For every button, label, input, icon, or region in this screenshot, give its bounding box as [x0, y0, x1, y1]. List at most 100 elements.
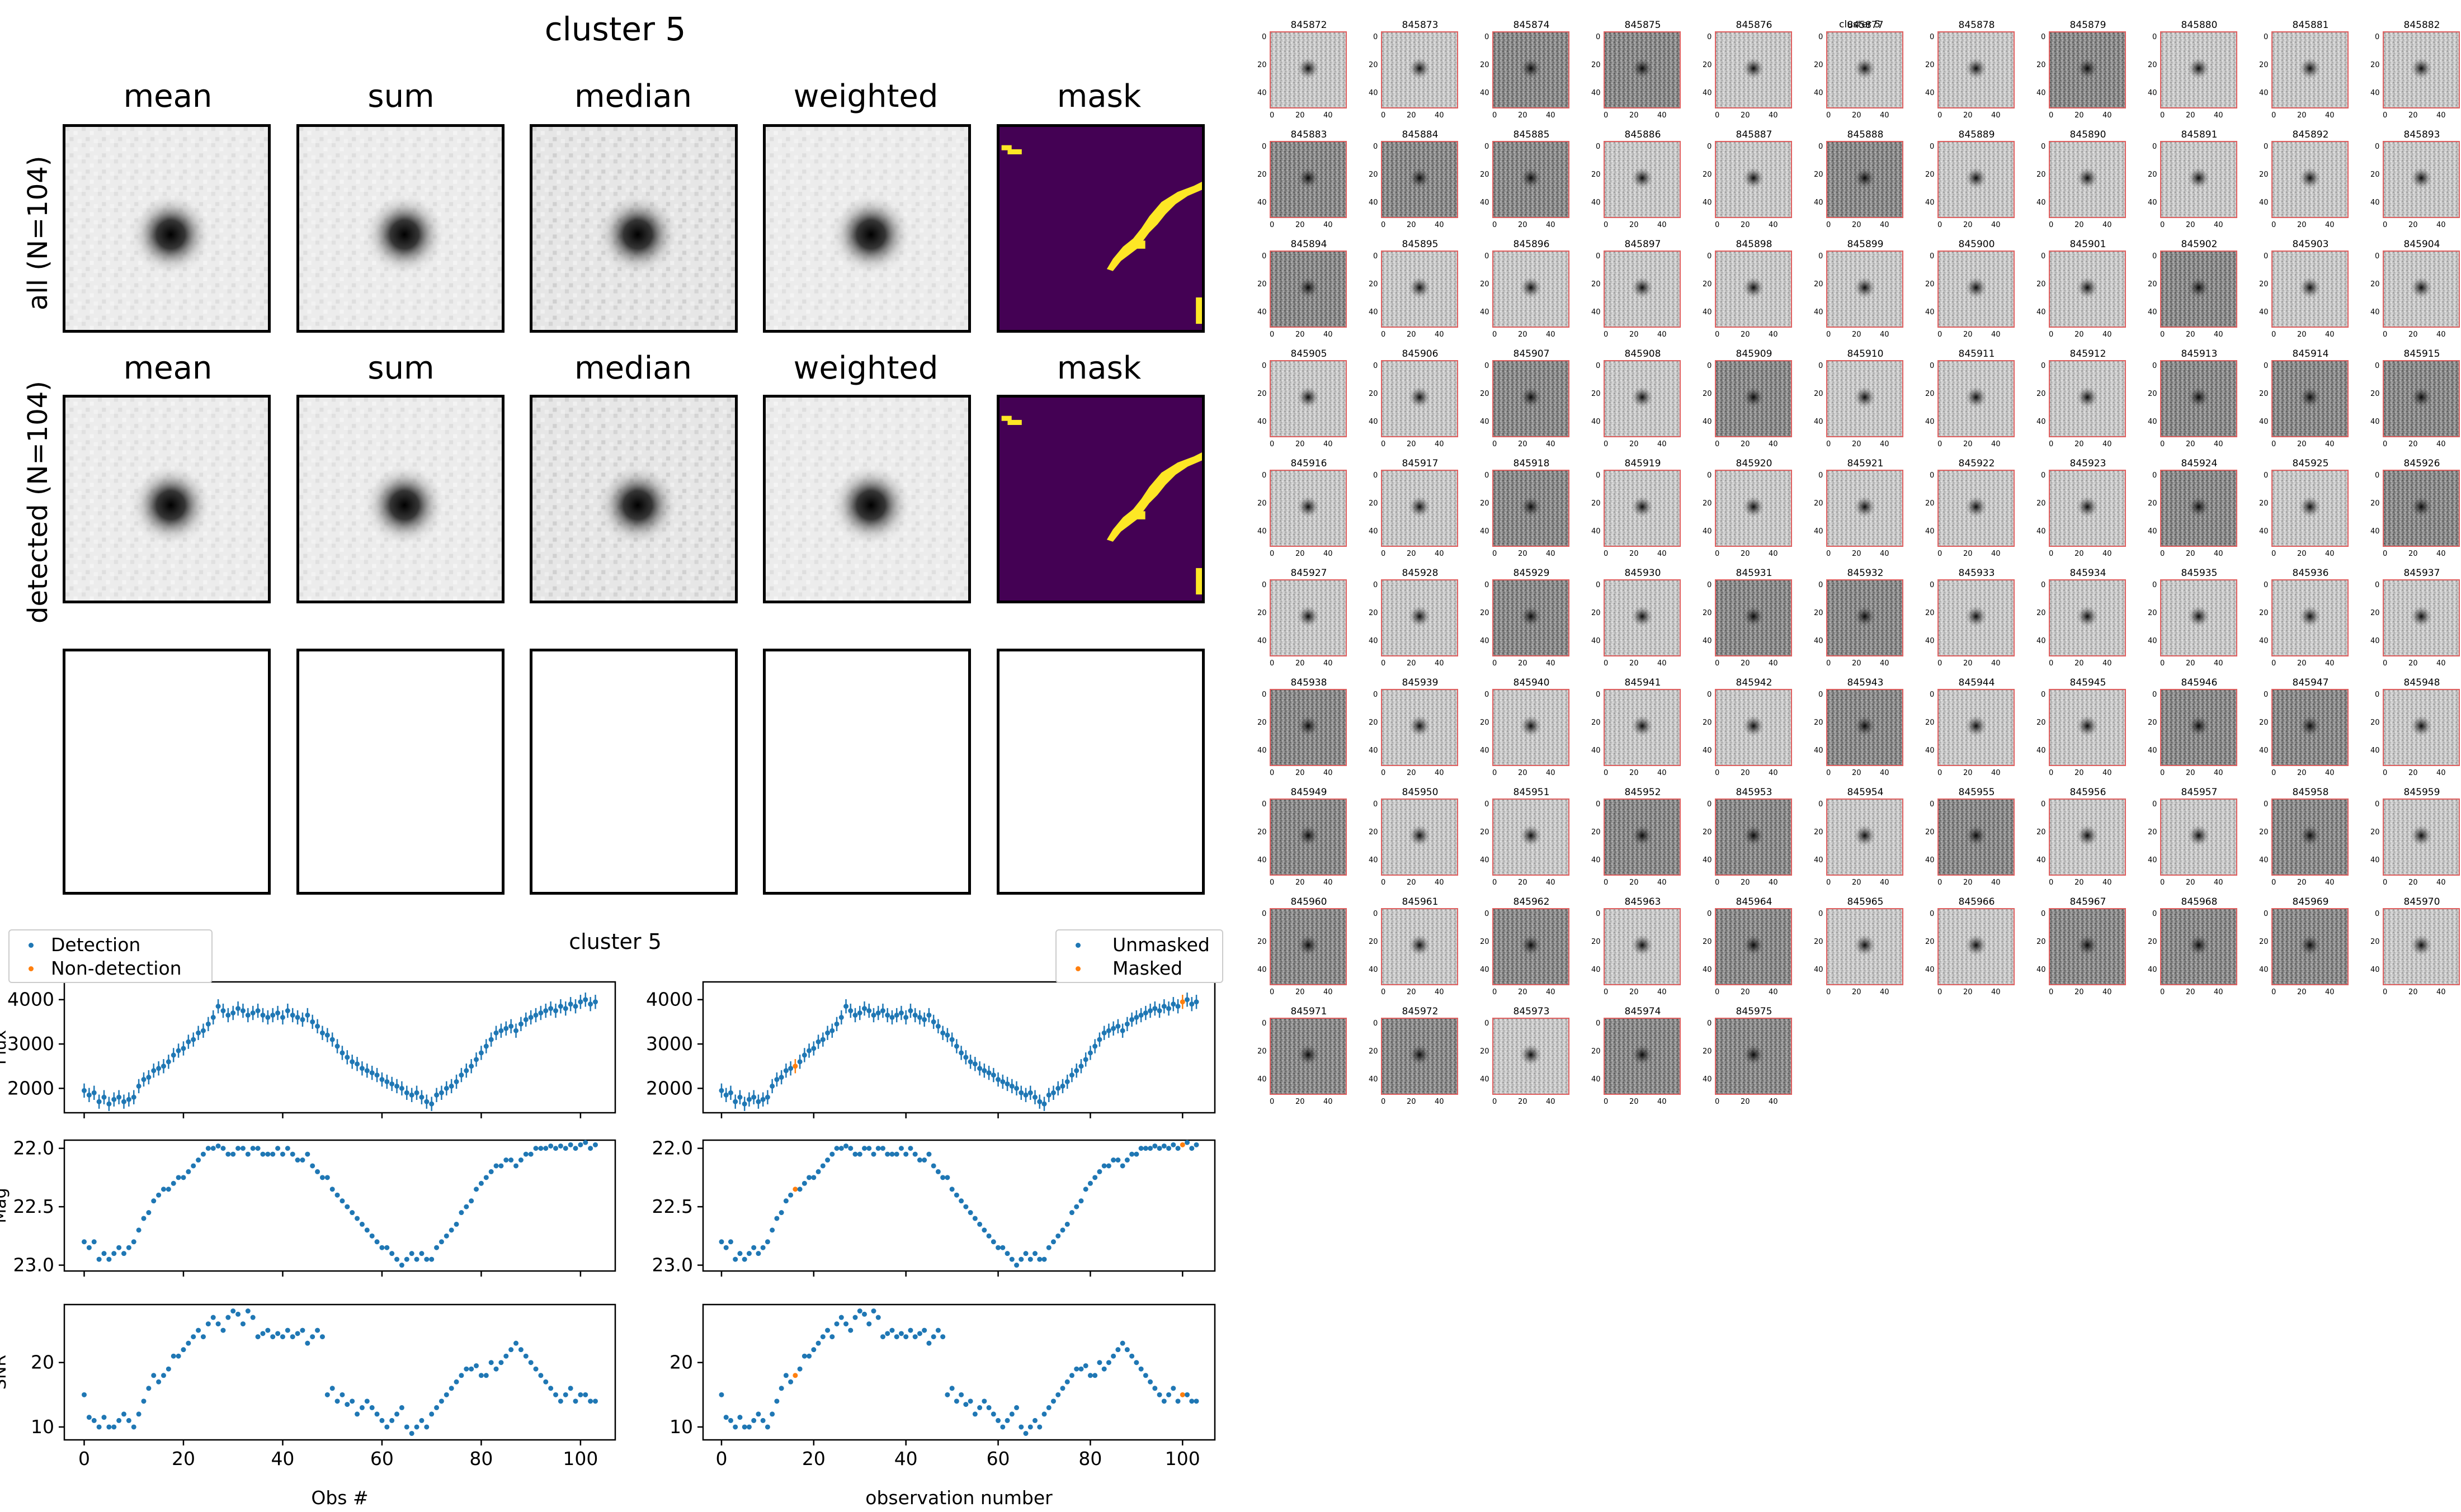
data-point — [783, 1068, 789, 1074]
data-point — [1143, 1373, 1148, 1378]
data-point — [848, 1008, 854, 1014]
data-point — [305, 1151, 310, 1157]
thumbnail-ytick: 0 — [1596, 910, 1601, 918]
thumbnail-ytick: 20 — [1925, 938, 1935, 946]
thumbnail-ytick: 20 — [1257, 1047, 1267, 1056]
thumbnail-image — [1604, 908, 1681, 985]
thumbnail-ytick: 20 — [1369, 609, 1378, 617]
data-point — [935, 1169, 941, 1174]
col-title-weighted: weighted — [793, 78, 939, 115]
thumbnail-xtick: 40 — [1769, 1098, 1778, 1106]
ytick-label: 2000 — [7, 1077, 54, 1099]
data-point — [811, 1046, 817, 1051]
thumbnail-ytick: 40 — [1703, 89, 1712, 97]
data-point — [1069, 1210, 1074, 1216]
data-point — [1185, 1140, 1190, 1145]
data-point — [324, 1392, 330, 1397]
thumbnail-845891: 845891 0 20 40 0 20 40 — [2127, 130, 2238, 236]
thumbnail-id-label: 845888 — [1847, 129, 1884, 140]
data-point — [728, 1418, 733, 1423]
data-point — [963, 1055, 969, 1060]
thumbnail-image — [1715, 141, 1792, 218]
thumbnail-xtick: 40 — [2325, 330, 2335, 339]
thumbnail-ytick: 40 — [1814, 966, 1823, 974]
thumbnail-ytick: 20 — [1814, 171, 1823, 179]
thumbnail-image — [2049, 251, 2126, 328]
thumbnail-id-label: 845958 — [2292, 787, 2329, 798]
thumbnail-xtick: 40 — [1880, 111, 1889, 120]
thumbnail-image — [1715, 470, 1792, 547]
data-point — [954, 1398, 959, 1404]
thumbnail-image — [1381, 360, 1458, 437]
data-point — [255, 1008, 261, 1014]
thumbnail-id-label: 845912 — [2069, 348, 2106, 360]
data-point — [996, 1077, 1001, 1083]
data-point — [1185, 997, 1190, 1003]
thumbnail-id-label: 845967 — [2069, 896, 2106, 908]
data-point — [285, 1327, 290, 1333]
xtick-label: 40 — [894, 1448, 918, 1470]
data-point — [523, 1151, 529, 1157]
data-point — [583, 1140, 588, 1145]
thumbnail-xtick: 20 — [2186, 221, 2195, 229]
thumbnail-xtick: 40 — [1769, 988, 1778, 996]
data-point — [1027, 1424, 1033, 1430]
thumbnail-xtick: 20 — [2186, 988, 2195, 996]
thumbnail-845890: 845890 0 20 40 0 20 40 — [2015, 130, 2127, 236]
thumbnail-845949: 845949 0 20 40 0 20 40 — [1236, 787, 1348, 894]
thumbnail-ytick: 0 — [1484, 1019, 1489, 1028]
thumbnail-845927: 845927 0 20 40 0 20 40 — [1236, 568, 1348, 674]
thumbnail-ytick: 20 — [1369, 938, 1378, 946]
thumbnail-ytick: 40 — [1814, 199, 1823, 207]
thumbnail-ytick: 40 — [1369, 1075, 1378, 1084]
data-point — [825, 1030, 831, 1036]
data-point — [1115, 1157, 1121, 1163]
thumbnail-id-label: 845940 — [1513, 677, 1550, 688]
data-point — [1157, 1008, 1162, 1014]
thumbnail-xtick: 20 — [2408, 111, 2418, 120]
data-point — [210, 1315, 216, 1320]
thumbnail-ytick: 0 — [1373, 33, 1378, 41]
thumbnail-xtick: 40 — [2102, 330, 2112, 339]
thumbnail-xtick: 0 — [1604, 111, 1609, 120]
thumbnail-xtick: 40 — [2436, 769, 2446, 777]
thumbnail-id-label: 845941 — [1624, 677, 1661, 688]
thumbnail-xtick: 0 — [1604, 440, 1609, 448]
thumbnail-845912: 845912 0 20 40 0 20 40 — [2015, 349, 2127, 455]
thumbnail-image — [2049, 141, 2126, 218]
data-point — [141, 1216, 147, 1221]
thumbnail-ytick: 0 — [2152, 362, 2157, 370]
thumbnail-xtick: 0 — [1381, 330, 1386, 339]
data-point — [449, 1386, 454, 1391]
data-point — [191, 1163, 196, 1169]
thumbnail-845972: 845972 0 20 40 0 20 40 — [1347, 1007, 1459, 1113]
thumbnail-ytick: 40 — [2370, 308, 2380, 316]
thumbnail-xtick: 20 — [2297, 111, 2307, 120]
data-point — [235, 1146, 241, 1151]
data-point — [922, 1157, 927, 1163]
thumbnail-ytick: 40 — [1591, 418, 1601, 426]
thumbnail-xtick: 20 — [1518, 330, 1527, 339]
xtick-label: 60 — [987, 1448, 1010, 1470]
thumbnail-ytick: 40 — [2370, 637, 2380, 645]
thumbnail-ytick: 40 — [1703, 308, 1712, 316]
thumbnail-xtick: 40 — [1880, 769, 1889, 777]
data-point — [1171, 1142, 1176, 1147]
thumbnail-ytick: 40 — [2036, 308, 2046, 316]
thumbnail-xtick: 40 — [1657, 659, 1667, 668]
thumbnail-ytick: 40 — [1369, 856, 1378, 864]
data-point — [802, 1052, 807, 1058]
data-point — [1157, 1146, 1162, 1151]
thumbnail-xtick: 0 — [2049, 878, 2054, 887]
thumbnail-xtick: 40 — [1769, 878, 1778, 887]
thumbnail-xtick: 0 — [2049, 221, 2054, 229]
ylabel-mag: Mag — [0, 1188, 10, 1223]
thumbnail-xtick: 40 — [1546, 1098, 1555, 1106]
thumbnail-xtick: 20 — [2297, 221, 2307, 229]
data-point — [250, 1315, 256, 1320]
data-point — [1124, 1157, 1130, 1163]
stamp-detected-median — [530, 395, 738, 603]
thumbnail-845945: 845945 0 20 40 0 20 40 — [2015, 678, 2127, 784]
legend-left: Detection Non-detection — [8, 929, 213, 983]
thumbnail-id-label: 845959 — [2403, 787, 2440, 798]
